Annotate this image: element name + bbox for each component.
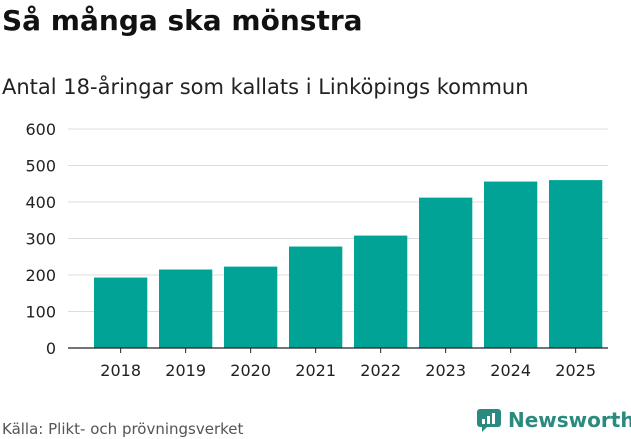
y-tick-label: 600 — [25, 120, 56, 139]
bar-2021 — [289, 246, 343, 348]
x-tick-label: 2025 — [555, 361, 596, 380]
x-tick-label: 2019 — [165, 361, 206, 380]
bar-2018 — [94, 277, 148, 348]
x-tick-label: 2024 — [490, 361, 531, 380]
bar-2022 — [354, 235, 408, 348]
x-tick-label: 2023 — [425, 361, 466, 380]
bar-chart: 0 100 200 300 400 500 600 2018 2019 2020 2021 2022… — [25, 120, 608, 380]
x-tick-label: 2020 — [230, 361, 271, 380]
x-axis: 2018 2019 2020 2021 2022 2023 2024 2025 — [68, 347, 608, 380]
chart-title: Så många ska mönstra — [2, 4, 363, 37]
x-tick-label: 2021 — [295, 361, 336, 380]
newsworthy-logo-icon — [477, 409, 501, 432]
brand-name: Newsworthy — [508, 408, 631, 432]
y-tick-label: 100 — [25, 303, 56, 322]
bar-2024 — [484, 181, 538, 348]
bar-2020 — [224, 266, 278, 348]
y-tick-label: 500 — [25, 157, 56, 176]
brand-logo: Newsworthy — [476, 408, 631, 432]
bar-2019 — [159, 269, 213, 348]
bars — [94, 180, 603, 348]
y-tick-label: 0 — [46, 339, 56, 358]
chart-subtitle: Antal 18-åringar som kallats i Linköping… — [2, 75, 529, 99]
x-tick-label: 2018 — [100, 361, 141, 380]
bar-2023 — [419, 197, 473, 348]
source-note: Källa: Plikt- och prövningsverket — [2, 420, 244, 438]
y-tick-label: 400 — [25, 193, 56, 212]
bar-2025 — [549, 180, 603, 348]
y-axis-ticks: 0 100 200 300 400 500 600 — [25, 120, 56, 358]
y-tick-label: 200 — [25, 266, 56, 285]
y-tick-label: 300 — [25, 230, 56, 249]
x-tick-label: 2022 — [360, 361, 401, 380]
